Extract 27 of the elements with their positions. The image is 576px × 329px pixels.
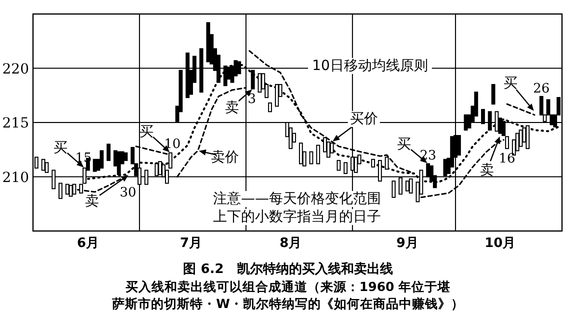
annotation: 上下的小数字指当月的日子 — [213, 209, 381, 225]
annotation: 卖 — [85, 194, 100, 210]
annotation: 卖 — [480, 162, 494, 179]
annotation: 买价 — [350, 111, 378, 128]
text: 买入线和卖出线可以组合成通道（来源：1960 年位于堪萨斯市的切斯特・W・凯尔特纳写的《如何在商品中赚钱》） — [111, 279, 464, 311]
y-tick-label: 220 — [2, 61, 29, 78]
annotation: 10日移动均线原则 — [312, 58, 428, 74]
x-tick-label: 9月 — [396, 236, 418, 251]
text: 图 6.2 凯尔特纳的买入线和卖出线 — [183, 261, 393, 277]
annotation: 10 — [164, 136, 181, 152]
annotation: 买 — [504, 76, 518, 92]
x-tick-label: 7月 — [180, 236, 202, 251]
annotation: 买 — [397, 136, 412, 153]
annotation: 3 — [248, 92, 256, 107]
y-tick-label: 215 — [2, 116, 29, 132]
annotation: 16 — [498, 152, 516, 167]
annotation: 买 — [139, 124, 154, 140]
y-tick-label: 210 — [2, 170, 29, 186]
x-tick-label: 10月 — [484, 236, 516, 251]
annotation: 买 — [54, 140, 68, 156]
annotation: 卖 — [224, 100, 239, 116]
annotation: 30 — [120, 186, 136, 201]
annotation: 26 — [533, 81, 550, 96]
x-tick-label: 8月 — [280, 236, 302, 251]
annotation: 注意——每天价格变化范围 — [213, 191, 381, 207]
annotation: 卖价 — [210, 150, 239, 166]
x-tick-label: 6月 — [76, 236, 99, 251]
